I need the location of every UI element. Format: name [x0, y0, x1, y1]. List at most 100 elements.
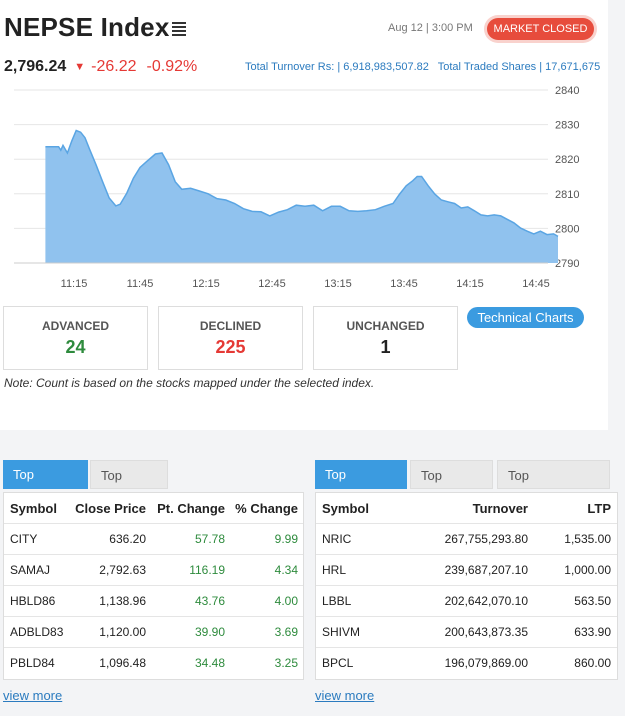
close-price-cell: 1,120.00	[99, 625, 146, 639]
table-row[interactable]: CITY 636.20 57.78 9.99	[4, 524, 303, 555]
x-tick-label: 11:15	[61, 278, 88, 290]
page-title: NEPSE Index	[4, 12, 170, 42]
technical-charts-button[interactable]: Technical Charts	[467, 307, 584, 328]
unchanged-count-box: UNCHANGED 1	[313, 306, 458, 370]
pt-change-cell: 116.19	[189, 563, 225, 577]
turnover-summary: Total Turnover Rs: | 6,918,983,507.82 To…	[245, 61, 600, 73]
symbol-cell[interactable]: PBLD84	[10, 656, 55, 670]
x-tick-label: 12:15	[192, 278, 220, 290]
advanced-label: ADVANCED	[41, 319, 110, 333]
x-tick-label: 11:45	[127, 278, 154, 290]
column-header-ltp: LTP	[587, 501, 611, 516]
chevron-down-icon: ▼	[74, 61, 86, 73]
turnover-cell: 202,642,070.10	[444, 594, 528, 608]
column-header-turnover: Turnover	[472, 501, 528, 516]
close-price-cell: 636.20	[109, 532, 146, 546]
total-turnover: Total Turnover Rs: | 6,918,983,507.82	[245, 61, 429, 73]
table-row[interactable]: HBLD86 1,138.96 43.76 4.00	[4, 586, 303, 617]
declined-count-box: DECLINED 225	[158, 306, 303, 370]
symbol-cell[interactable]: CITY	[10, 532, 38, 546]
turnover-view-more-link[interactable]: view more	[315, 688, 375, 703]
ltp-cell: 563.50	[574, 594, 611, 608]
tab-top-turnover[interactable]: Top Turnover	[315, 460, 407, 511]
x-tick-label: 14:15	[456, 278, 484, 290]
column-header-symbol: Symbol	[322, 501, 369, 516]
table-row[interactable]: SAMAJ 2,792.63 116.19 4.34	[4, 555, 303, 586]
turnover-cell: 239,687,207.10	[444, 563, 528, 577]
pt-change-cell: 57.78	[194, 532, 225, 546]
pct-change-cell: 3.25	[274, 656, 298, 670]
total-traded-shares: Total Traded Shares | 17,671,675	[437, 61, 601, 73]
table-row[interactable]: ADBLD83 1,120.00 39.90 3.69	[4, 617, 303, 648]
declined-count: 225	[215, 337, 246, 357]
turnover-cell: 267,755,293.80	[444, 532, 528, 546]
ltp-cell: 1,535.00	[564, 532, 611, 546]
table-row[interactable]: PBLD84 1,096.48 34.48 3.25	[4, 648, 303, 679]
symbol-cell[interactable]: ADBLD83	[10, 625, 64, 639]
tab-top-gainers[interactable]: Top Gainers	[3, 460, 88, 511]
tab-top-volume[interactable]: Top Volume	[410, 460, 493, 512]
column-header-pct-change: % Change	[235, 501, 298, 516]
y-tick-label: 2820	[555, 154, 579, 166]
y-tick-label: 2840	[555, 85, 579, 97]
symbol-cell[interactable]: BPCL	[322, 656, 354, 670]
index-change: -26.22	[91, 58, 137, 75]
turnover-cell: 196,079,869.00	[444, 656, 528, 670]
unchanged-label: UNCHANGED	[346, 319, 425, 333]
close-price-cell: 1,138.96	[99, 594, 146, 608]
index-card: NEPSE Index Aug 12 | 3:00 PM MARKET CLOS…	[0, 0, 608, 430]
ltp-cell: 860.00	[574, 656, 611, 670]
advanced-count-box: ADVANCED 24	[3, 306, 148, 370]
advanced-count: 24	[65, 337, 86, 357]
column-header-close-price: Close Price	[75, 501, 146, 516]
turnover-cell: 200,643,873.35	[444, 625, 528, 639]
y-tick-label: 2800	[555, 223, 579, 235]
tab-top-transactions[interactable]: Top Transactions	[497, 460, 610, 512]
x-tick-label: 12:45	[258, 278, 286, 290]
table-row[interactable]: SHIVM 200,643,873.35 633.90	[316, 617, 617, 648]
ltp-cell: 633.90	[574, 625, 611, 639]
column-header-symbol: Symbol	[10, 501, 57, 516]
count-note: Note: Count is based on the stocks mappe…	[4, 376, 375, 390]
symbol-cell[interactable]: HBLD86	[10, 594, 56, 608]
chart-series-line	[45, 129, 559, 238]
top-turnover-table: Symbol Turnover LTP NRIC 267,755,293.80 …	[315, 492, 618, 680]
table-row[interactable]: BPCL 196,079,869.00 860.00	[316, 648, 617, 679]
menu-icon[interactable]	[172, 22, 186, 36]
x-tick-label: 14:45	[522, 278, 550, 290]
ltp-cell: 1,000.00	[564, 563, 611, 577]
chart-area-fill	[45, 130, 558, 263]
symbol-cell[interactable]: SHIVM	[322, 625, 361, 639]
column-header-pt-change: Pt. Change	[157, 501, 225, 516]
close-price-cell: 1,096.48	[99, 656, 146, 670]
index-price-row: 2,796.24 ▼ -26.22 -0.92%	[4, 58, 207, 76]
pt-change-cell: 43.76	[194, 594, 225, 608]
table-header-row: Symbol Turnover LTP	[316, 493, 617, 524]
index-percent-change: -0.92%	[146, 58, 198, 75]
gainers-view-more-link[interactable]: view more	[3, 688, 63, 703]
pct-change-cell: 3.69	[274, 625, 298, 639]
top-gainers-table: Symbol Close Price Pt. Change % Change C…	[3, 492, 304, 680]
table-row[interactable]: LBBL 202,642,070.10 563.50	[316, 586, 617, 617]
symbol-cell[interactable]: NRIC	[322, 532, 352, 546]
pt-change-cell: 34.48	[194, 656, 225, 670]
table-row[interactable]: NRIC 267,755,293.80 1,535.00	[316, 524, 617, 555]
table-row[interactable]: HRL 239,687,207.10 1,000.00	[316, 555, 617, 586]
pct-change-cell: 4.34	[274, 563, 298, 577]
declined-label: DECLINED	[199, 319, 262, 333]
y-tick-label: 2810	[555, 189, 579, 201]
index-intraday-chart[interactable]: 2840 2830 2820 2810 2800 2790 11:15 11:45 12:15 1…	[0, 80, 608, 295]
pt-change-cell: 39.90	[194, 625, 225, 639]
symbol-cell[interactable]: HRL	[322, 563, 347, 577]
symbol-cell[interactable]: SAMAJ	[10, 563, 51, 577]
x-tick-label: 13:15	[324, 278, 352, 290]
index-value: 2,796.24	[4, 58, 67, 75]
unchanged-count: 1	[380, 337, 391, 357]
table-header-row: Symbol Close Price Pt. Change % Change	[4, 493, 303, 524]
market-status-badge: MARKET CLOSED	[487, 18, 594, 40]
market-datetime: Aug 12 | 3:00 PM	[388, 22, 473, 34]
symbol-cell[interactable]: LBBL	[322, 594, 352, 608]
x-tick-label: 13:45	[390, 278, 418, 290]
tab-top-losers[interactable]: Top Losers	[90, 460, 168, 512]
pct-change-cell: 9.99	[274, 532, 298, 546]
